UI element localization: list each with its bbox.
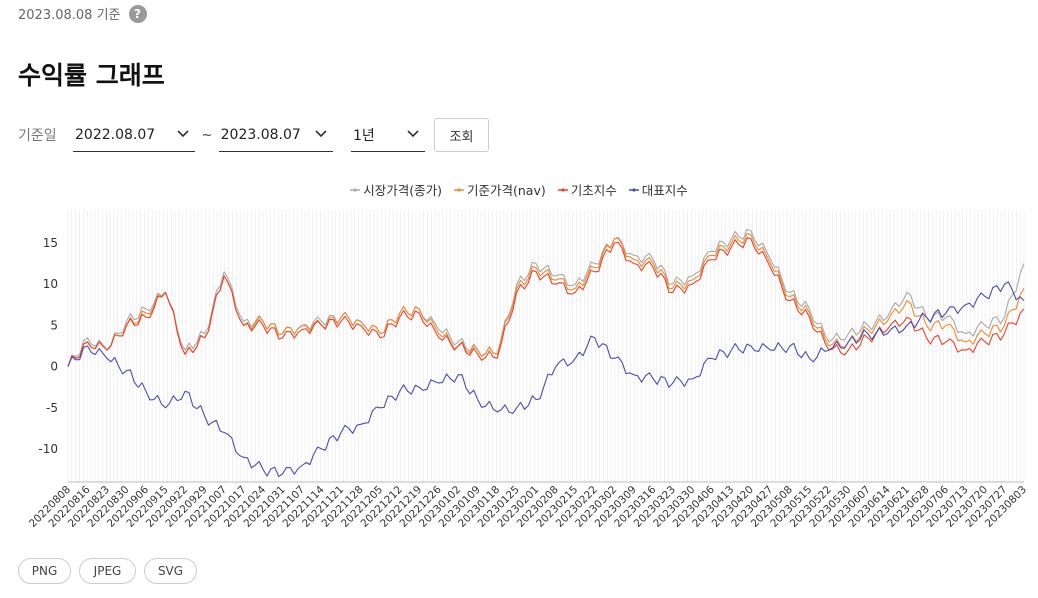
end-date-value: 2023.08.07	[220, 126, 301, 143]
query-button[interactable]: 조회	[434, 118, 489, 152]
period-select[interactable]: 1년	[351, 119, 425, 152]
export-jpeg-button[interactable]: JPEG	[79, 558, 136, 584]
export-buttons: PNG JPEG SVG	[18, 558, 197, 584]
page-title: 수익률 그래프	[18, 61, 165, 90]
start-date-select[interactable]: 2022.08.07	[73, 119, 196, 152]
legend-label: 기준가격(nav)	[467, 183, 546, 198]
legend-item-representative-index[interactable]: 대표지수	[628, 180, 688, 199]
y-tick-label: 5	[50, 318, 58, 332]
chevron-down-icon	[407, 129, 419, 137]
as-of-text: 2023.08.08 기준	[18, 8, 121, 23]
date-separator: ~	[201, 127, 213, 143]
return-chart: 15 10 5 0 -5 -10 2022080820220816202208232022…	[27, 210, 1029, 530]
export-svg-button[interactable]: SVG	[144, 558, 197, 584]
chart-series	[67, 228, 1025, 478]
as-of-date: 2023.08.08 기준 ?	[18, 4, 147, 23]
series-line	[67, 237, 1025, 367]
legend-item-nav[interactable]: 기준가격(nav)	[454, 180, 546, 199]
chevron-down-icon	[315, 129, 327, 137]
y-tick-label: -5	[46, 401, 58, 415]
date-range: 2022.08.07 ~ 2023.08.07	[73, 119, 333, 152]
filter-label: 기준일	[18, 128, 57, 144]
legend-label: 대표지수	[641, 183, 688, 198]
start-date-value: 2022.08.07	[75, 126, 156, 143]
legend-marker	[454, 187, 464, 192]
series-line	[67, 281, 1025, 478]
legend-marker	[628, 187, 639, 192]
y-tick-label: 10	[43, 277, 58, 291]
y-tick-label: -10	[38, 442, 58, 456]
legend-item-base-index[interactable]: 기초지수	[557, 180, 617, 199]
legend-marker	[557, 187, 568, 192]
legend-label: 시장가격(종가)	[363, 183, 442, 198]
chart-legend: 시장가격(종가) 기준가격(nav) 기초지수 대표지수	[0, 180, 1038, 199]
period-value: 1년	[353, 127, 375, 144]
end-date-select[interactable]: 2023.08.07	[218, 119, 333, 152]
legend-label: 기초지수	[570, 183, 617, 198]
y-tick-label: 0	[50, 360, 58, 374]
y-tick-label: 15	[43, 236, 58, 250]
export-png-button[interactable]: PNG	[18, 558, 71, 584]
legend-marker	[350, 187, 361, 192]
y-axis: 15 10 5 0 -5 -10	[38, 236, 58, 456]
filter-bar: 기준일 2022.08.07 ~ 2023.08.07 1년 조회	[18, 118, 489, 152]
help-icon[interactable]: ?	[128, 4, 147, 23]
x-axis: 2022080820220816202208232022083020220906…	[27, 483, 1029, 530]
chart-grid	[67, 210, 1025, 483]
series-line	[67, 228, 1025, 367]
chevron-down-icon	[177, 129, 189, 137]
legend-item-market-price[interactable]: 시장가격(종가)	[350, 180, 442, 199]
